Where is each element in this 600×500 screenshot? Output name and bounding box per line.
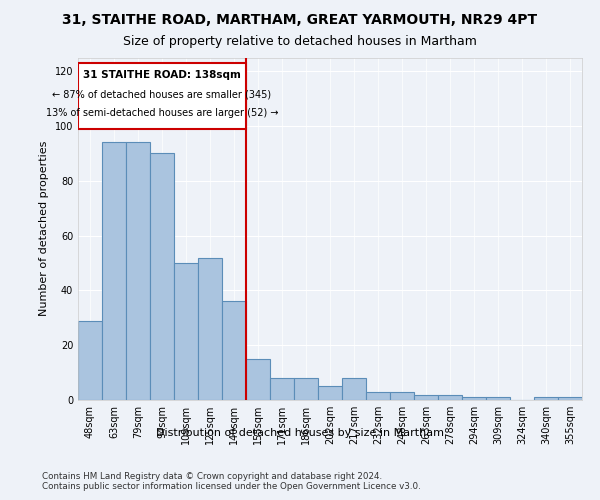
Bar bbox=[78, 320, 102, 400]
Bar bbox=[558, 398, 582, 400]
Bar bbox=[318, 386, 342, 400]
Bar bbox=[366, 392, 390, 400]
Bar bbox=[390, 392, 414, 400]
Bar bbox=[174, 263, 198, 400]
Bar bbox=[486, 398, 510, 400]
Text: Size of property relative to detached houses in Martham: Size of property relative to detached ho… bbox=[123, 35, 477, 48]
Bar bbox=[438, 394, 462, 400]
Bar bbox=[246, 359, 270, 400]
Text: 31, STAITHE ROAD, MARTHAM, GREAT YARMOUTH, NR29 4PT: 31, STAITHE ROAD, MARTHAM, GREAT YARMOUT… bbox=[62, 12, 538, 26]
Bar bbox=[222, 302, 246, 400]
Bar bbox=[294, 378, 318, 400]
Bar bbox=[342, 378, 366, 400]
Bar bbox=[126, 142, 150, 400]
Text: Contains HM Land Registry data © Crown copyright and database right 2024.
Contai: Contains HM Land Registry data © Crown c… bbox=[42, 472, 421, 491]
Bar bbox=[270, 378, 294, 400]
Y-axis label: Number of detached properties: Number of detached properties bbox=[39, 141, 49, 316]
FancyBboxPatch shape bbox=[78, 63, 246, 128]
Bar bbox=[414, 394, 438, 400]
Bar bbox=[534, 398, 558, 400]
Bar bbox=[198, 258, 222, 400]
Text: Distribution of detached houses by size in Martham: Distribution of detached houses by size … bbox=[156, 428, 444, 438]
Text: 13% of semi-detached houses are larger (52) →: 13% of semi-detached houses are larger (… bbox=[46, 108, 278, 118]
Text: ← 87% of detached houses are smaller (345): ← 87% of detached houses are smaller (34… bbox=[52, 89, 272, 99]
Bar bbox=[150, 154, 174, 400]
Bar bbox=[102, 142, 126, 400]
Text: 31 STAITHE ROAD: 138sqm: 31 STAITHE ROAD: 138sqm bbox=[83, 70, 241, 80]
Bar bbox=[462, 398, 486, 400]
